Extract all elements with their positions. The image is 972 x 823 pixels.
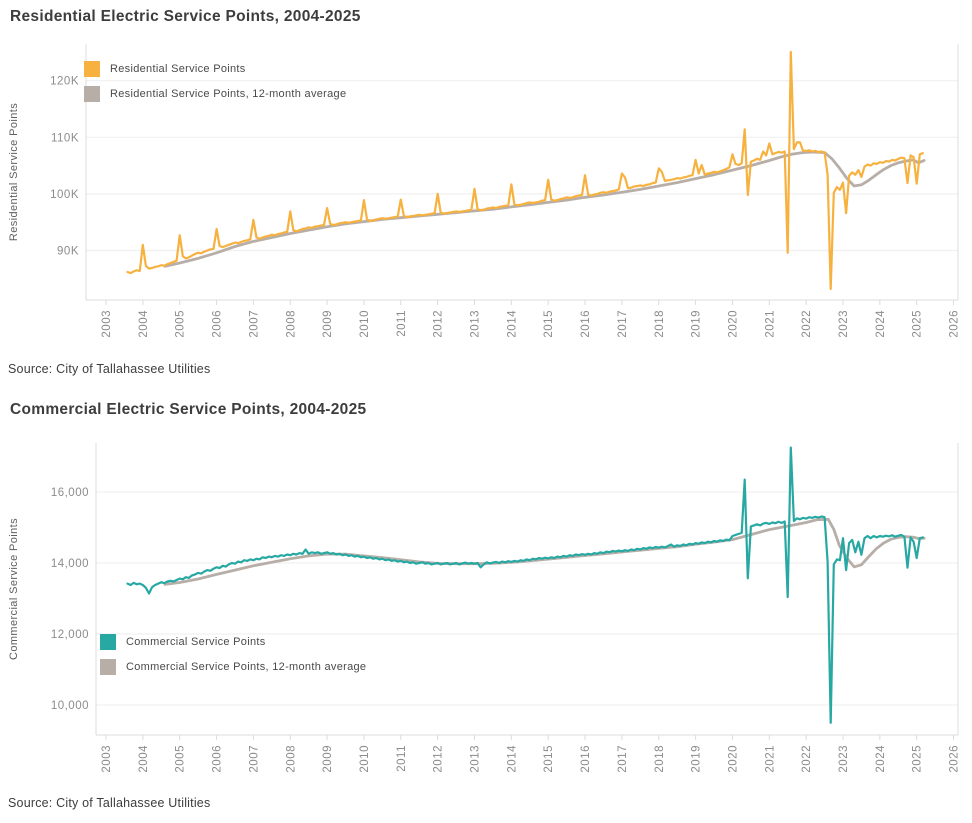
svg-text:2017: 2017 (617, 310, 629, 338)
residential-y-axis-title: Residential Service Points (8, 103, 20, 241)
svg-text:2016: 2016 (580, 310, 592, 338)
svg-text:100K: 100K (50, 189, 79, 201)
svg-text:2016: 2016 (580, 745, 592, 773)
svg-text:2015: 2015 (543, 310, 555, 338)
residential-chart-title: Residential Electric Service Points, 200… (10, 8, 361, 25)
svg-text:2026: 2026 (949, 745, 961, 773)
commercial-series-label: Commercial Service Points (126, 636, 266, 648)
svg-text:14,000: 14,000 (51, 558, 89, 570)
svg-text:2010: 2010 (359, 745, 371, 773)
residential-average-swatch (84, 86, 100, 102)
svg-text:110K: 110K (51, 132, 79, 144)
residential-legend: Residential Service Points Residential S… (84, 61, 346, 102)
svg-text:2011: 2011 (396, 310, 408, 337)
svg-text:2011: 2011 (396, 745, 408, 772)
residential-series-line (126, 50, 924, 291)
svg-text:2006: 2006 (212, 745, 224, 773)
commercial-series-swatch (100, 634, 116, 650)
svg-text:2007: 2007 (248, 745, 260, 773)
residential-average-label: Residential Service Points, 12-month ave… (110, 88, 347, 100)
legend-item-commercial-average: Commercial Service Points, 12-month aver… (100, 659, 366, 675)
source-note-commercial: Source: City of Tallahassee Utilities (8, 796, 211, 810)
svg-text:2020: 2020 (727, 310, 739, 338)
svg-text:12,000: 12,000 (51, 629, 89, 641)
residential-gridlines (86, 80, 958, 252)
svg-text:2026: 2026 (949, 310, 961, 338)
svg-text:2005: 2005 (175, 310, 187, 338)
svg-text:2023: 2023 (838, 745, 850, 773)
svg-text:2024: 2024 (875, 310, 887, 338)
svg-text:2015: 2015 (543, 745, 555, 773)
svg-text:2010: 2010 (359, 310, 371, 338)
commercial-y-axis-labels: 16,000 14,000 12,000 10,000 (51, 487, 89, 712)
svg-text:2009: 2009 (322, 310, 334, 338)
svg-text:16,000: 16,000 (51, 487, 89, 499)
residential-chart: 2003 2004 2005 2006 2007 2008 2009 2010 2011 2012… (8, 44, 961, 338)
svg-text:90K: 90K (57, 246, 79, 258)
svg-text:120K: 120K (50, 76, 79, 88)
svg-text:2013: 2013 (470, 745, 482, 773)
svg-text:2006: 2006 (212, 310, 224, 338)
svg-text:2009: 2009 (322, 745, 334, 773)
svg-text:2019: 2019 (691, 310, 703, 338)
svg-text:2007: 2007 (248, 310, 260, 338)
commercial-average-line (163, 517, 926, 586)
source-note-residential: Source: City of Tallahassee Utilities (8, 362, 211, 376)
svg-text:2014: 2014 (506, 310, 518, 338)
svg-text:2004: 2004 (138, 745, 150, 773)
svg-text:2014: 2014 (506, 745, 518, 773)
commercial-average-label: Commercial Service Points, 12-month aver… (126, 661, 367, 673)
commercial-average-swatch (100, 659, 116, 675)
svg-text:10,000: 10,000 (51, 700, 89, 712)
svg-text:2003: 2003 (101, 310, 113, 338)
svg-text:2025: 2025 (912, 310, 924, 338)
residential-x-axis-labels: 2003 2004 2005 2006 2007 2008 2009 2010 2011 2012… (101, 300, 961, 338)
svg-text:2005: 2005 (175, 745, 187, 773)
commercial-legend: Commercial Service Points Commercial Ser… (100, 634, 366, 675)
svg-text:2004: 2004 (138, 310, 150, 338)
legend-item-commercial: Commercial Service Points (100, 634, 366, 650)
commercial-series-line (126, 446, 924, 724)
svg-text:2018: 2018 (654, 310, 666, 338)
legend-item-residential-average: Residential Service Points, 12-month ave… (84, 86, 346, 102)
svg-text:2022: 2022 (801, 310, 813, 338)
commercial-axes (95, 443, 959, 736)
svg-text:2017: 2017 (617, 745, 629, 773)
commercial-chart-title: Commercial Electric Service Points, 2004… (10, 401, 367, 418)
svg-text:2003: 2003 (101, 745, 113, 773)
commercial-y-axis-title: Commercial Service Points (8, 518, 20, 660)
commercial-x-axis-labels: 2003 2004 2005 2006 2007 2008 2009 2010 2011 2012… (101, 735, 961, 773)
svg-text:2008: 2008 (285, 745, 297, 773)
svg-text:2025: 2025 (912, 745, 924, 773)
residential-y-axis-labels: 120K 110K 100K 90K (50, 76, 79, 258)
residential-average-line (163, 150, 926, 268)
residential-series-label: Residential Service Points (110, 63, 246, 75)
svg-text:2020: 2020 (727, 745, 739, 773)
svg-text:2018: 2018 (654, 745, 666, 773)
svg-text:2013: 2013 (470, 310, 482, 338)
svg-text:2012: 2012 (433, 310, 445, 338)
residential-series-swatch (84, 61, 100, 77)
commercial-chart: 2003 2004 2005 2006 2007 2008 2009 2010 2011 2012… (8, 443, 961, 773)
svg-text:2021: 2021 (764, 745, 776, 773)
svg-text:2019: 2019 (691, 745, 703, 773)
svg-text:2024: 2024 (875, 745, 887, 773)
svg-text:2022: 2022 (801, 745, 813, 773)
svg-text:2012: 2012 (433, 745, 445, 773)
svg-text:2021: 2021 (764, 310, 776, 338)
svg-text:2008: 2008 (285, 310, 297, 338)
legend-item-residential: Residential Service Points (84, 61, 346, 77)
svg-text:2023: 2023 (838, 310, 850, 338)
